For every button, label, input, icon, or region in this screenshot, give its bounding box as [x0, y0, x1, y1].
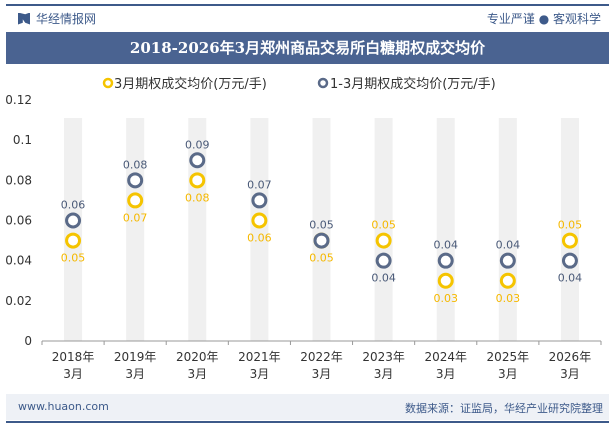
data-point-1-3m [251, 192, 268, 209]
category-band [436, 118, 455, 341]
x-tick-label: 2026年 [549, 350, 592, 364]
data-point-3m [437, 272, 454, 289]
data-point-1-3m [127, 172, 144, 189]
y-tick-label: 0 [24, 334, 32, 348]
x-tick-label: 3月 [250, 367, 270, 381]
data-label-3m: 0.05 [371, 219, 396, 232]
x-tick-label: 3月 [374, 367, 394, 381]
data-label-3m: 0.08 [185, 191, 210, 204]
x-tick-label: 3月 [436, 367, 456, 381]
x-tick-label: 2025年 [487, 350, 530, 364]
x-tick-label: 2020年 [176, 350, 219, 364]
website: www.huaon.com [18, 400, 109, 413]
bottom-border [6, 421, 609, 423]
data-label-1-3m: 0.04 [371, 272, 396, 285]
y-tick-label: 0.04 [5, 254, 32, 268]
data-label-1-3m: 0.04 [496, 239, 521, 252]
data-point-3m [127, 192, 144, 209]
brand: 华经情报网 [18, 10, 96, 27]
x-tick-label: 3月 [187, 367, 207, 381]
category-band [188, 118, 207, 341]
data-label-1-3m: 0.07 [247, 178, 272, 191]
data-label-1-3m: 0.09 [185, 138, 210, 151]
category-band [126, 118, 145, 341]
data-point-3m [65, 232, 82, 249]
category-band [250, 118, 269, 341]
legend-marker-3m [102, 77, 114, 89]
x-tick-label: 2023年 [362, 350, 405, 364]
y-tick-label: 0.12 [5, 93, 32, 107]
data-point-3m [251, 212, 268, 229]
brand-name: 华经情报网 [36, 12, 97, 26]
footer: www.huaon.com 数据来源：证监局，华经产业研究院整理 [6, 394, 609, 420]
x-tick-label: 2021年 [238, 350, 281, 364]
x-tick-label: 2018年 [52, 350, 95, 364]
data-source: 数据来源：证监局，华经产业研究院整理 [405, 402, 603, 415]
data-label-1-3m: 0.04 [558, 272, 583, 285]
data-point-1-3m [437, 252, 454, 269]
data-point-1-3m [375, 252, 392, 269]
y-tick-label: 0.1 [13, 133, 32, 147]
y-tick-label: 0.02 [5, 294, 32, 308]
data-label-1-3m: 0.05 [309, 219, 334, 232]
category-band [374, 118, 393, 341]
data-label-1-3m: 0.08 [123, 158, 148, 171]
x-tick-label: 3月 [125, 367, 145, 381]
data-point-3m [375, 232, 392, 249]
data-point-3m [561, 232, 578, 249]
x-tick-label: 3月 [560, 367, 580, 381]
data-label-3m: 0.05 [558, 219, 583, 232]
category-band [498, 118, 517, 341]
slogan: 专业严谨 ● 客观科学 [486, 12, 601, 26]
data-label-3m: 0.07 [123, 211, 148, 224]
x-tick-label: 2022年 [300, 350, 343, 364]
y-tick-label: 0.06 [5, 214, 32, 228]
legend-label-1-3m: 1-3月期权成交均价(万元/手) [330, 76, 496, 92]
category-band [312, 118, 331, 341]
top-border [6, 4, 609, 6]
data-point-1-3m [313, 232, 330, 249]
category-band [64, 118, 83, 341]
logo-icon [18, 12, 30, 25]
x-tick-label: 3月 [312, 367, 332, 381]
category-band [560, 118, 579, 341]
data-label-1-3m: 0.04 [433, 239, 458, 252]
x-tick-label: 2019年 [114, 350, 157, 364]
data-point-3m [189, 172, 206, 189]
chart-title: 2018-2026年3月郑州商品交易所白糖期权成交均价 [6, 32, 609, 64]
data-label-3m: 0.03 [496, 292, 521, 305]
data-point-1-3m [499, 252, 516, 269]
data-label-3m: 0.03 [433, 292, 458, 305]
x-tick-label: 2024年 [424, 350, 467, 364]
data-label-3m: 0.05 [309, 252, 334, 265]
data-point-1-3m [65, 212, 82, 229]
x-tick-label: 3月 [498, 367, 518, 381]
data-point-3m [499, 272, 516, 289]
y-tick-label: 0.08 [5, 173, 32, 187]
data-label-3m: 0.05 [61, 252, 86, 265]
data-label-1-3m: 0.06 [61, 199, 86, 212]
data-label-3m: 0.06 [247, 232, 272, 245]
legend-marker-1-3m [317, 77, 329, 89]
legend-label-3m: 3月期权成交均价(万元/手) [114, 76, 267, 92]
data-point-1-3m [189, 152, 206, 169]
data-point-1-3m [561, 252, 578, 269]
x-tick-label: 3月 [63, 367, 83, 381]
